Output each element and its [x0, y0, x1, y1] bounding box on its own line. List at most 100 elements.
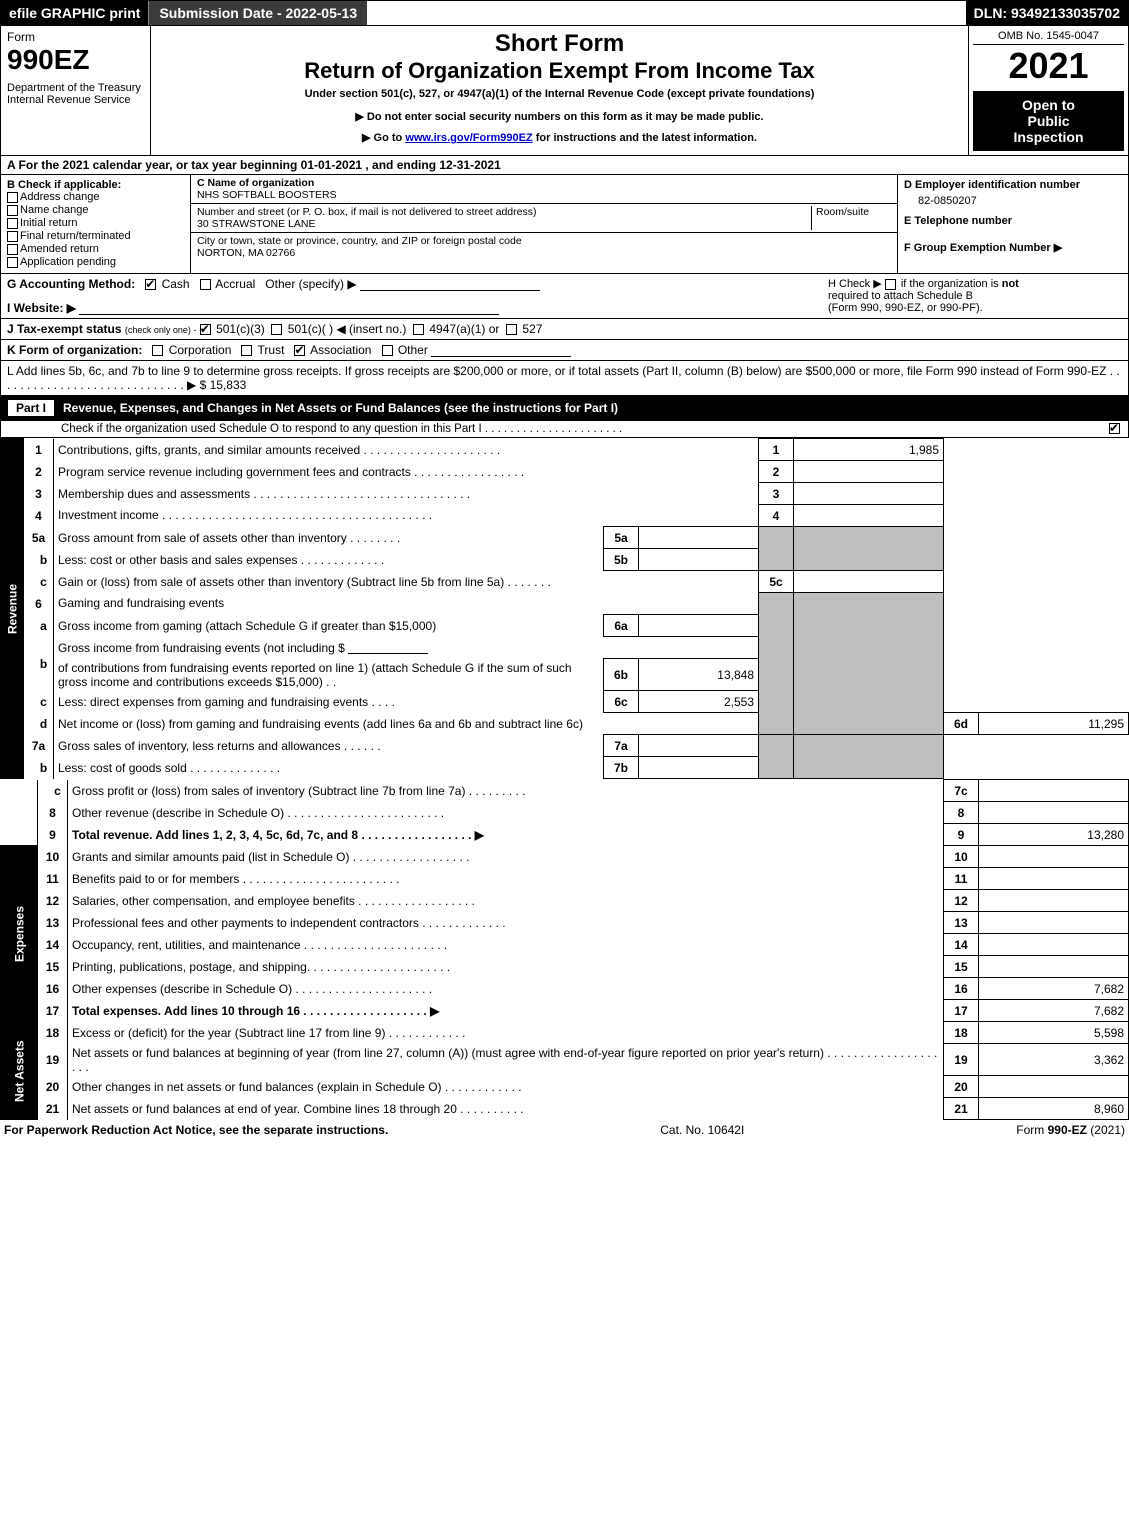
- row-6-num: 6: [24, 593, 54, 615]
- check-501c3[interactable]: [200, 324, 211, 335]
- section-j: J Tax-exempt status (check only one) - 5…: [0, 319, 1129, 340]
- row-7ab-rn-shaded: [759, 735, 794, 779]
- irs-link[interactable]: www.irs.gov/Form990EZ: [405, 132, 532, 144]
- j-label: J Tax-exempt status: [7, 322, 122, 336]
- check-address[interactable]: Address change: [7, 191, 184, 203]
- part1-label: Part I: [7, 399, 55, 417]
- row-12-rn: 12: [944, 890, 979, 912]
- row-14-rn: 14: [944, 934, 979, 956]
- efile-label: efile GRAPHIC print: [1, 1, 148, 25]
- row-8-rn: 8: [944, 802, 979, 824]
- check-4947[interactable]: [413, 324, 424, 335]
- row-7c-val: [979, 780, 1129, 802]
- row-7b-iv: [639, 757, 759, 779]
- other-org-input[interactable]: [431, 345, 571, 357]
- row-8-desc: Other revenue (describe in Schedule O) .…: [68, 802, 944, 824]
- row-18-desc: Excess or (deficit) for the year (Subtra…: [68, 1022, 944, 1044]
- short-form: Short Form: [155, 30, 964, 58]
- h-not: not: [1002, 278, 1019, 290]
- row-7c-rn: 7c: [944, 780, 979, 802]
- open2: Public: [979, 113, 1118, 129]
- row-12-val: [979, 890, 1129, 912]
- cash-label: Cash: [162, 277, 190, 291]
- row-7a-num: 7a: [24, 735, 54, 757]
- row-6a-iv: [639, 615, 759, 637]
- group-label: F Group Exemption Number ▶: [904, 241, 1122, 254]
- header-mid: Short Form Return of Organization Exempt…: [151, 26, 968, 155]
- row-4-val: [794, 505, 944, 527]
- other-specify-input[interactable]: [360, 279, 540, 291]
- row-17-rn: 17: [944, 1000, 979, 1022]
- row-6c-desc: Less: direct expenses from gaming and fu…: [54, 691, 604, 713]
- row-6a-num: a: [24, 615, 54, 637]
- row-3-rn: 3: [759, 483, 794, 505]
- row-16-desc: Other expenses (describe in Schedule O) …: [68, 978, 944, 1000]
- check-cash[interactable]: [145, 279, 156, 290]
- row-3-num: 3: [24, 483, 54, 505]
- org-name: NHS SOFTBALL BOOSTERS: [197, 189, 891, 201]
- omb: OMB No. 1545-0047: [973, 30, 1124, 45]
- check-schedule-b[interactable]: [885, 279, 896, 290]
- row-6a-desc: Gross income from gaming (attach Schedul…: [54, 615, 604, 637]
- row-7c-num: c: [38, 780, 68, 802]
- row-7c-desc: Gross profit or (loss) from sales of inv…: [68, 780, 944, 802]
- check-amended[interactable]: Amended return: [7, 243, 184, 255]
- check-other[interactable]: [382, 345, 393, 356]
- row-city: City or town, state or province, country…: [191, 233, 897, 261]
- row-10-desc: Grants and similar amounts paid (list in…: [68, 846, 944, 868]
- check-final[interactable]: Final return/terminated: [7, 230, 184, 242]
- row-19-val: 3,362: [979, 1044, 1129, 1076]
- row-18-val: 5,598: [979, 1022, 1129, 1044]
- row-2-num: 2: [24, 461, 54, 483]
- website-label: I Website: ▶: [7, 301, 76, 315]
- check-schedule-o[interactable]: [1109, 423, 1120, 434]
- phone-label: E Telephone number: [904, 215, 1122, 227]
- section-l: L Add lines 5b, 6c, and 7b to line 9 to …: [0, 361, 1129, 396]
- website-input[interactable]: [79, 303, 499, 315]
- check-accrual[interactable]: [200, 279, 211, 290]
- row-8-val: [979, 802, 1129, 824]
- row-2-desc: Program service revenue including govern…: [54, 461, 759, 483]
- check-trust[interactable]: [241, 345, 252, 356]
- other-label: Other (specify) ▶: [265, 277, 356, 291]
- line-a: A For the 2021 calendar year, or tax yea…: [0, 156, 1129, 175]
- row-20-val: [979, 1076, 1129, 1098]
- l-text: L Add lines 5b, 6c, and 7b to line 9 to …: [7, 364, 1120, 392]
- check-pending[interactable]: Application pending: [7, 256, 184, 268]
- row-17-desc: Total expenses. Add lines 10 through 16 …: [68, 1000, 944, 1022]
- part1-check-o: Check if the organization used Schedule …: [0, 421, 1129, 438]
- row-5b-iv: [639, 549, 759, 571]
- row-5b-in: 5b: [604, 549, 639, 571]
- row-6b-blank[interactable]: [348, 642, 428, 654]
- check-corp[interactable]: [152, 345, 163, 356]
- section-k: K Form of organization: Corporation Trus…: [0, 340, 1129, 361]
- row-11-num: 11: [38, 868, 68, 890]
- row-10-rn: 10: [944, 846, 979, 868]
- main-table: Revenue 1 Contributions, gifts, grants, …: [0, 438, 1129, 779]
- check-initial[interactable]: Initial return: [7, 217, 184, 229]
- city: NORTON, MA 02766: [197, 247, 891, 259]
- h-mid: if the organization is: [901, 278, 1002, 290]
- part1-title: Revenue, Expenses, and Changes in Net As…: [63, 401, 618, 415]
- section-h: H Check ▶ if the organization is not req…: [822, 277, 1122, 315]
- row-7b-in: 7b: [604, 757, 639, 779]
- row-21-val: 8,960: [979, 1098, 1129, 1120]
- section-gh: G Accounting Method: Cash Accrual Other …: [0, 274, 1129, 319]
- row-6d-num: d: [24, 713, 54, 735]
- row-6-val-shaded: [794, 593, 944, 735]
- check-name[interactable]: Name change: [7, 204, 184, 216]
- check-527[interactable]: [506, 324, 517, 335]
- row-6b-num: b: [24, 637, 54, 691]
- row-7b-desc: Less: cost of goods sold . . . . . . . .…: [54, 757, 604, 779]
- j-a: 501(c)(3): [216, 322, 265, 336]
- check-501c[interactable]: [271, 324, 282, 335]
- vlabel-netassets: Net Assets: [1, 1022, 38, 1120]
- k-a: Corporation: [169, 343, 232, 357]
- check-assoc[interactable]: [294, 345, 305, 356]
- vlabel-expenses: Expenses: [1, 846, 38, 1022]
- row-6b-in: 6b: [604, 659, 639, 691]
- footer-mid: Cat. No. 10642I: [660, 1123, 744, 1137]
- ein: 82-0850207: [918, 195, 1122, 207]
- k-c: Association: [310, 343, 371, 357]
- section-b: B Check if applicable: Address change Na…: [1, 175, 191, 273]
